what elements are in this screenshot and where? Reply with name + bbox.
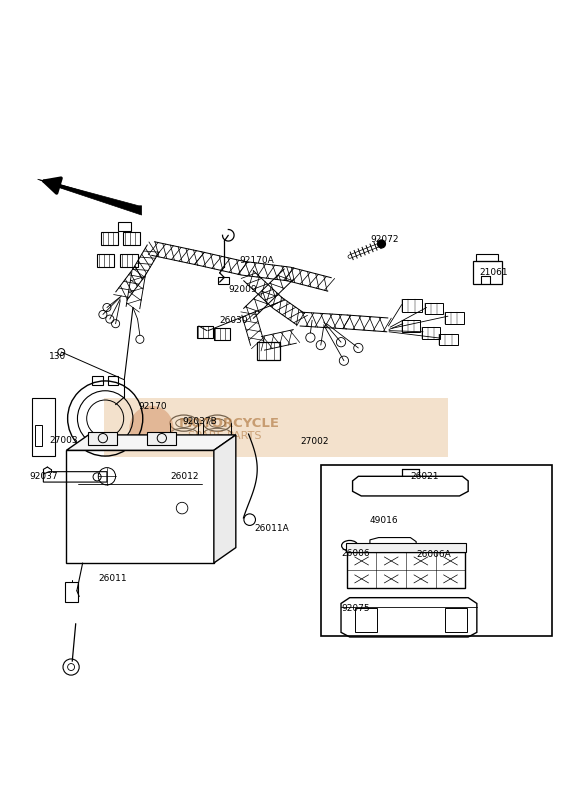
- Text: 26011: 26011: [98, 574, 127, 582]
- Text: 26006A: 26006A: [416, 550, 451, 559]
- Bar: [147, 432, 176, 445]
- Bar: [65, 582, 78, 602]
- Bar: [257, 342, 280, 359]
- Bar: [66, 450, 214, 563]
- Bar: [118, 222, 131, 231]
- Bar: [346, 543, 466, 552]
- Bar: [104, 398, 448, 457]
- Text: 130: 130: [49, 352, 66, 361]
- Text: 49016: 49016: [370, 516, 399, 525]
- Text: 92037: 92037: [29, 472, 58, 481]
- Text: 26030: 26030: [220, 316, 249, 325]
- Text: 21061: 21061: [480, 268, 509, 278]
- Bar: [88, 432, 117, 445]
- Text: SPARE PARTS: SPARE PARTS: [188, 431, 261, 441]
- Text: 26012: 26012: [171, 472, 199, 481]
- Text: 26006: 26006: [341, 549, 370, 558]
- Bar: [422, 327, 440, 338]
- Bar: [425, 303, 443, 314]
- Circle shape: [377, 240, 386, 248]
- Bar: [402, 320, 420, 332]
- Text: 27002: 27002: [301, 437, 329, 446]
- Text: 92170A: 92170A: [240, 256, 275, 265]
- Text: 92170: 92170: [139, 402, 168, 411]
- Text: MOTORCYCLE: MOTORCYCLE: [179, 417, 280, 430]
- Text: 92075: 92075: [341, 603, 370, 613]
- Bar: [445, 312, 464, 324]
- Bar: [101, 232, 118, 245]
- Bar: [473, 262, 502, 285]
- Bar: [197, 326, 213, 338]
- Text: 92009: 92009: [228, 285, 257, 294]
- Text: 27003: 27003: [49, 436, 78, 445]
- Polygon shape: [66, 435, 236, 450]
- Bar: [321, 466, 552, 636]
- Bar: [108, 376, 118, 385]
- Bar: [92, 376, 103, 385]
- Text: 26021: 26021: [410, 472, 439, 481]
- Bar: [32, 398, 55, 456]
- Bar: [445, 608, 467, 632]
- Polygon shape: [214, 435, 236, 563]
- Bar: [355, 608, 377, 632]
- Bar: [97, 254, 114, 267]
- Text: 26011A: 26011A: [254, 524, 289, 533]
- Bar: [120, 254, 138, 267]
- Text: 92072: 92072: [370, 235, 398, 244]
- Bar: [123, 232, 140, 245]
- Text: 92037B: 92037B: [182, 418, 217, 426]
- Bar: [35, 426, 42, 446]
- Circle shape: [129, 406, 173, 450]
- Polygon shape: [38, 179, 142, 215]
- Bar: [218, 278, 229, 285]
- Bar: [214, 328, 230, 340]
- Bar: [347, 552, 465, 588]
- Bar: [402, 299, 422, 312]
- Bar: [439, 334, 458, 345]
- Bar: [476, 254, 498, 262]
